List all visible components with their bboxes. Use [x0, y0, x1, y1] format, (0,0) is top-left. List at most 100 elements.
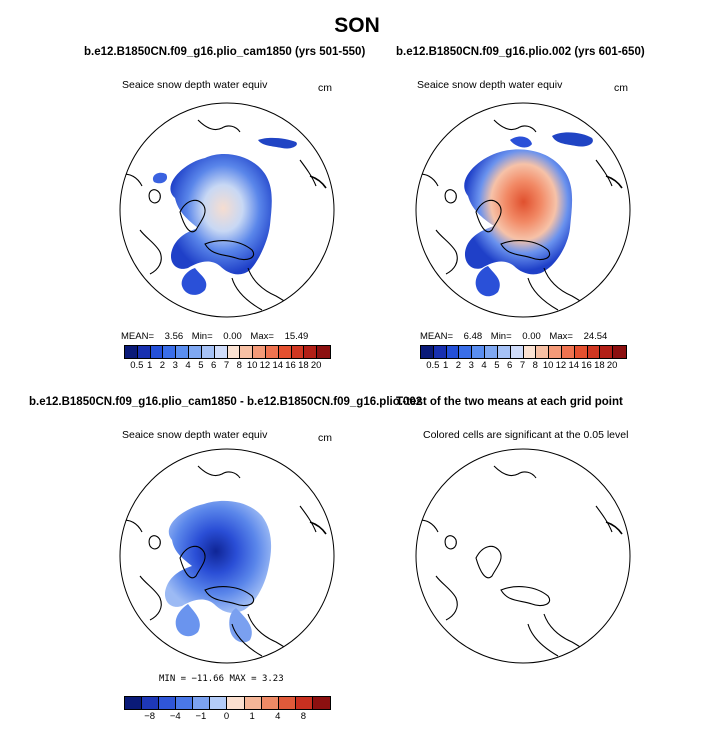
- colorbar-segment: [446, 346, 460, 358]
- colorbar-segment: [210, 697, 228, 709]
- colorbar-tick-label: 18: [298, 360, 309, 371]
- colorbar-segment: [125, 697, 143, 709]
- panel-1-sea-ice-field: [170, 154, 272, 275]
- panel-2-mean-value: 6.48: [463, 331, 483, 342]
- colorbar-tick-label: 0.5: [130, 360, 144, 371]
- colorbar-segment: [201, 346, 215, 358]
- colorbar-tick-label: 5: [198, 360, 204, 371]
- colorbar-tick-label: 16: [285, 360, 296, 371]
- colorbar-segment: [214, 346, 228, 358]
- panel-3-colorbar: [124, 696, 331, 710]
- colorbar-segment: [459, 346, 473, 358]
- panel-1-stats: MEAN= 3.56 Min= 0.00 Max= 15.49: [121, 331, 308, 342]
- colorbar-segment: [510, 346, 524, 358]
- panel-1-colorbar-labels: 0.5 1 2 3 4 5 6 7 8 10 12 14 16 18 20: [124, 360, 329, 372]
- colorbar-tick-label: −1: [195, 711, 207, 722]
- colorbar-segment: [561, 346, 575, 358]
- colorbar-tick-label: 1: [249, 711, 255, 722]
- colorbar-tick-label: 1: [146, 360, 153, 371]
- colorbar-segment: [613, 346, 626, 358]
- colorbar-segment: [295, 697, 313, 709]
- panel-3-variable-title: Seaice snow depth water equiv: [122, 429, 268, 441]
- panel-2-units: cm: [614, 82, 628, 94]
- colorbar-tick-label: 10: [542, 360, 554, 371]
- panel-3-units: cm: [318, 432, 332, 444]
- panel-3-stats: MIN = −11.66 MAX = 3.23: [159, 674, 284, 684]
- colorbar-tick-label: 12: [259, 360, 271, 371]
- colorbar-segment: [317, 346, 330, 358]
- panel-2-mean-label: MEAN=: [420, 331, 453, 342]
- colorbar-segment: [587, 346, 601, 358]
- panel-1-colorbar: [124, 345, 331, 359]
- colorbar-tick-label: 7: [223, 360, 230, 371]
- panel-2-colorbar-labels: 0.5 1 2 3 4 5 6 7 8 10 12 14 16 18 20: [420, 360, 625, 372]
- colorbar-tick-label: 10: [246, 360, 258, 371]
- colorbar-segment: [261, 697, 279, 709]
- colorbar-tick-label: 4: [185, 360, 191, 371]
- page-title: SON: [334, 14, 380, 37]
- colorbar-segment: [523, 346, 537, 358]
- colorbar-segment: [159, 697, 177, 709]
- colorbar-tick-label: 3: [468, 360, 474, 371]
- colorbar-segment: [291, 346, 305, 358]
- colorbar-segment: [150, 346, 164, 358]
- panel-1-mean-value: 3.56: [164, 331, 184, 342]
- colorbar-tick-label: 8: [300, 711, 307, 722]
- colorbar-segment: [189, 346, 202, 358]
- colorbar-tick-label: 18: [594, 360, 605, 371]
- colorbar-segment: [549, 346, 562, 358]
- colorbar-segment: [485, 346, 498, 358]
- colorbar-tick-label: 0: [223, 711, 230, 722]
- colorbar-tick-label: 1: [442, 360, 449, 371]
- colorbar-segment: [421, 346, 434, 358]
- panel-1-min-value: 0.00: [223, 331, 242, 342]
- panel-3-case-title: b.e12.B1850CN.f09_g16.plio_cam1850 - b.e…: [29, 396, 423, 408]
- panel-3-difference-field: [164, 500, 272, 613]
- panel-2-sea-ice-field: [464, 149, 573, 275]
- panel-2-min-value: 0.00: [522, 331, 541, 342]
- colorbar-segment: [312, 697, 330, 709]
- panel-2-stats: MEAN= 6.48 Min= 0.00 Max= 24.54: [420, 331, 607, 342]
- colorbar-segment: [265, 346, 279, 358]
- colorbar-tick-label: 5: [494, 360, 500, 371]
- colorbar-segment: [304, 346, 318, 358]
- panel-1-mean-label: MEAN=: [121, 331, 154, 342]
- panel-2-variable-title: Seaice snow depth water equiv: [417, 79, 563, 91]
- panel-2-max-label: Max=: [549, 331, 573, 342]
- panel-2-max-value: 24.54: [583, 331, 608, 342]
- colorbar-tick-label: 12: [555, 360, 567, 371]
- colorbar-segment: [163, 346, 177, 358]
- colorbar-segment: [497, 346, 511, 358]
- colorbar-segment: [244, 697, 262, 709]
- panel-1-variable-title: Seaice snow depth water equiv: [122, 79, 268, 91]
- panel-2-min-label: Min=: [490, 331, 512, 342]
- colorbar-tick-label: 16: [581, 360, 592, 371]
- colorbar-segment: [193, 697, 211, 709]
- colorbar-tick-label: 14: [568, 360, 580, 371]
- colorbar-tick-label: 4: [275, 711, 281, 722]
- colorbar-segment: [137, 346, 151, 358]
- colorbar-segment: [472, 346, 486, 358]
- colorbar-segment: [278, 346, 292, 358]
- colorbar-segment: [433, 346, 447, 358]
- colorbar-segment: [240, 346, 254, 358]
- colorbar-tick-label: 14: [272, 360, 284, 371]
- colorbar-segment: [227, 697, 245, 709]
- panel-1-max-label: Max=: [250, 331, 274, 342]
- colorbar-segment: [142, 697, 160, 709]
- colorbar-tick-label: 6: [211, 360, 217, 371]
- panel-4-subtitle: Colored cells are significant at the 0.0…: [423, 429, 629, 441]
- colorbar-tick-label: 0.5: [426, 360, 440, 371]
- colorbar-tick-label: 7: [519, 360, 526, 371]
- colorbar-segment: [574, 346, 588, 358]
- colorbar-tick-label: −4: [169, 711, 181, 722]
- colorbar-segment: [176, 346, 190, 358]
- panel-1-units: cm: [318, 82, 332, 94]
- colorbar-tick-label: 2: [159, 360, 166, 371]
- panel-1-max-value: 15.49: [284, 331, 309, 342]
- colorbar-tick-label: 4: [481, 360, 487, 371]
